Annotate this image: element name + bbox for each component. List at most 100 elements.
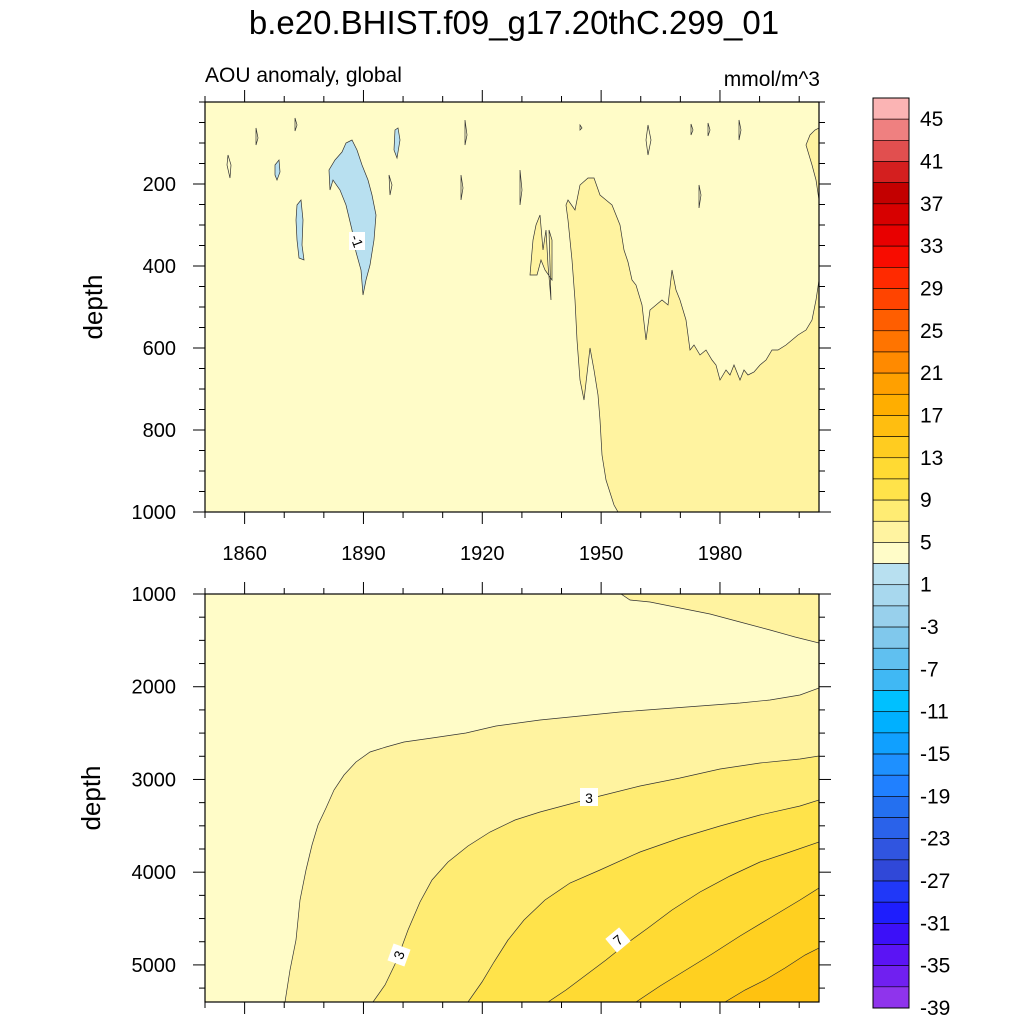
- colorbar-swatch: [872, 711, 910, 734]
- colorbar-swatch: [872, 267, 910, 289]
- colorbar-swatch: [872, 732, 910, 755]
- lower-y-tick-labels: 1000 2000 3000 4000 5000: [132, 584, 177, 977]
- colorbar-swatch: [872, 626, 910, 649]
- colorbar-tick-label: 9: [920, 489, 932, 512]
- upper-topright-band: [805, 127, 819, 201]
- upper-negative-patch-1890: [328, 139, 377, 296]
- colorbar-tick-label: -39: [920, 997, 950, 1020]
- colorbar-tick-label: 13: [920, 447, 943, 470]
- colorbar-swatch: [872, 923, 910, 945]
- colorbar-swatch: [872, 499, 910, 522]
- colorbar-tick-labels: 45 41 37 33 29 25 21 17 13 9 5 1 -3 -7 -11 -15 -19 -23 -27…: [920, 108, 950, 1020]
- colorbar-swatch: [872, 944, 910, 966]
- lower-top-band: [620, 594, 819, 644]
- colorbar-swatch: [872, 478, 910, 501]
- colorbar-swatch: [872, 880, 910, 903]
- upper-negative-patch-1876: [295, 199, 305, 261]
- colorbar-swatch: [872, 965, 910, 988]
- colorbar-swatch: [872, 901, 910, 924]
- colorbar-swatch: [872, 140, 910, 162]
- colorbar-tick-label: 41: [920, 150, 943, 173]
- upper-ticks: [193, 90, 831, 524]
- colorbar-swatch: [872, 182, 910, 205]
- colorbar-swatches: [872, 97, 910, 1009]
- colorbar-swatch: [872, 97, 910, 120]
- colorbar-swatch: [872, 859, 910, 882]
- lower-contour-label-1-text: 3: [585, 790, 593, 806]
- lower-contour-label-3-box: [605, 927, 631, 953]
- y-tick-label: 1000: [132, 502, 177, 524]
- colorbar-tick-label: 1: [920, 574, 932, 597]
- lower-ticks: [193, 582, 831, 1014]
- colorbar-tick-label: 5: [920, 531, 932, 554]
- y-tick-label: 600: [143, 338, 176, 360]
- lower-fill-band-9to11: [635, 887, 819, 1002]
- colorbar-tick-label: 29: [920, 277, 943, 300]
- chart-subtitle-left: AOU anomaly, global: [205, 64, 402, 87]
- colorbar-swatch: [872, 457, 910, 480]
- y-tick-label: 2000: [132, 677, 177, 699]
- colorbar-frame: [872, 97, 910, 1009]
- colorbar-swatch: [872, 584, 910, 607]
- colorbar-tick-label: 45: [920, 108, 943, 131]
- colorbar-tick-label: 33: [920, 235, 943, 258]
- lower-contour-label-2: 3: [387, 943, 411, 967]
- chart-units: mmol/m^3: [724, 68, 820, 91]
- colorbar-tick-label: -27: [920, 870, 950, 893]
- colorbar-tick-label: -3: [920, 616, 939, 639]
- colorbar-swatch: [872, 161, 910, 183]
- colorbar-swatch: [872, 203, 910, 226]
- lower-contour-label-1-box: [580, 788, 598, 806]
- chart-title: b.e20.BHIST.f09_g17.20thC.299_01: [249, 4, 779, 41]
- colorbar-tick-label: -19: [920, 785, 950, 808]
- x-tick-label: 1890: [341, 543, 386, 565]
- colorbar-swatch: [872, 605, 910, 628]
- upper-y-tick-labels: 200 400 600 800 1000: [132, 174, 177, 524]
- y-tick-label: 400: [143, 256, 176, 278]
- colorbar-swatch: [872, 118, 910, 141]
- upper-panel: 200 400 600 800 1000 1860 1890 1920 1950 1980 -1…: [78, 90, 831, 565]
- colorbar-tick-label: 21: [920, 362, 943, 385]
- colorbar-swatch: [872, 415, 910, 437]
- colorbar-swatch: [872, 753, 910, 776]
- lower-contour-label-3: 7: [605, 927, 631, 953]
- x-tick-label: 1920: [460, 543, 505, 565]
- colorbar-swatch: [872, 817, 910, 839]
- lower-fill-band-11to13: [724, 947, 819, 1002]
- x-tick-label: 1860: [222, 543, 267, 565]
- lower-contour-label-2-box: [387, 943, 411, 967]
- colorbar-swatch: [872, 563, 910, 586]
- upper-contour-label-box: [349, 232, 365, 250]
- lower-panel: 1000 2000 3000 4000 5000 3 3 7 depth: [76, 582, 831, 1014]
- y-tick-label: 200: [143, 174, 176, 196]
- upper-y-axis-label: depth: [78, 274, 108, 339]
- y-tick-label: 4000: [132, 862, 177, 884]
- colorbar-tick-label: -31: [920, 912, 950, 935]
- colorbar-swatch: [872, 838, 910, 861]
- x-tick-label: 1980: [698, 543, 743, 565]
- y-tick-label: 3000: [132, 769, 177, 791]
- colorbar-tick-label: -11: [920, 701, 949, 724]
- upper-contour-label: -1: [347, 232, 367, 250]
- colorbar-tick-label: -15: [920, 743, 950, 766]
- colorbar-swatch: [872, 690, 910, 713]
- lower-plot-frame: [204, 593, 820, 1003]
- lower-contour-label-1: 3: [580, 788, 598, 806]
- colorbar-swatch: [872, 245, 910, 268]
- colorbar: 45 41 37 33 29 25 21 17 13 9 5 1 -3 -7 -11 -15 -19 -23 -27…: [872, 97, 950, 1020]
- colorbar-swatch: [872, 288, 910, 310]
- x-tick-label: 1950: [579, 543, 624, 565]
- colorbar-tick-label: -35: [920, 955, 950, 978]
- upper-fill-band-1to5: [565, 177, 819, 512]
- colorbar-swatch: [872, 520, 910, 543]
- colorbar-swatch: [872, 647, 910, 670]
- colorbar-swatch: [872, 224, 910, 247]
- y-tick-label: 800: [143, 420, 176, 442]
- upper-spike-1937: [529, 214, 553, 301]
- colorbar-swatch: [872, 542, 910, 564]
- colorbar-swatch: [872, 309, 910, 332]
- colorbar-swatch: [872, 669, 910, 691]
- colorbar-swatch: [872, 436, 910, 459]
- upper-negative-patch-1899: [393, 127, 401, 160]
